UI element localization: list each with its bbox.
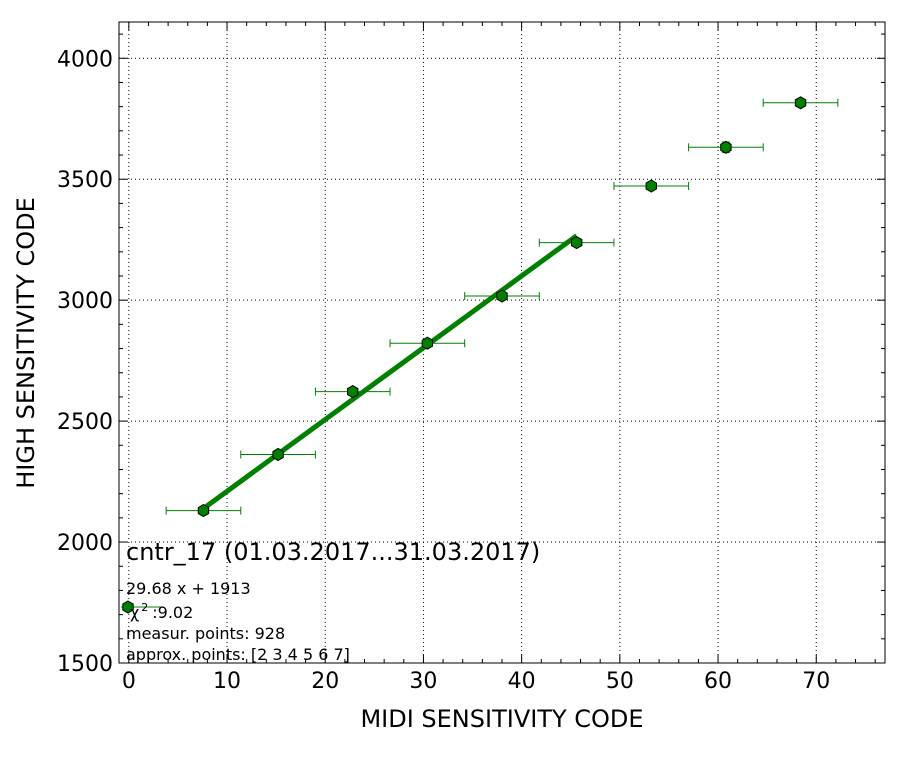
y-tick-label: 2000 [57, 531, 113, 556]
chi-superscript: 2 [141, 601, 148, 614]
data-point [197, 504, 210, 518]
points [197, 96, 807, 518]
chi-square-label: χ 2 :9.02 [130, 601, 193, 622]
x-tick-labels: 0 10 20 30 40 50 60 70 [122, 669, 830, 694]
y-tick-label: 4000 [57, 47, 113, 72]
data-point [347, 385, 359, 399]
fit-layer [201, 233, 579, 511]
legend-sample [121, 600, 164, 614]
y-tick-label: 2500 [57, 410, 113, 435]
measur-points-label: measur. points: 928 [126, 624, 285, 643]
errorbars [165, 98, 839, 515]
y-tick-label: 1500 [57, 652, 113, 677]
data-point [645, 179, 657, 193]
x-tick-label: 40 [508, 669, 536, 694]
legend-marker [122, 600, 134, 614]
data-point [570, 236, 583, 250]
data-point [272, 447, 284, 462]
x-tick-label: 20 [311, 669, 339, 694]
x-tick-label: 30 [409, 669, 437, 694]
data-point [496, 289, 508, 303]
major-ticks [119, 22, 885, 664]
fit-equation: 29.68 x + 1913 [126, 579, 251, 598]
x-tick-label: 60 [704, 669, 732, 694]
data-point [421, 336, 434, 350]
y-tick-label: 3500 [57, 168, 113, 193]
y-tick-label: 3000 [57, 289, 113, 314]
data-point [720, 140, 732, 154]
x-tick-label: 70 [802, 669, 830, 694]
plot-frame [118, 21, 886, 664]
minor-ticks [119, 22, 885, 663]
chart-title: cntr_17 (01.03.2017...31.03.2017) [126, 538, 540, 566]
data-point [794, 96, 807, 110]
x-tick-label: 10 [213, 669, 241, 694]
fit-line [201, 233, 579, 511]
approx-points-label: approx. points: [2 3 4 5 6 7] [126, 645, 350, 664]
y-tick-labels: 1500 2000 2500 3000 3500 4000 [57, 47, 113, 677]
x-tick-label: 0 [122, 669, 136, 694]
chi-value: :9.02 [152, 603, 193, 622]
grid [119, 22, 885, 663]
y-axis-label: HIGH SENSITIVITY CODE [12, 197, 40, 489]
x-tick-label: 50 [606, 669, 634, 694]
chi-symbol: χ [130, 603, 139, 622]
x-axis-label: MIDI SENSITIVITY CODE [360, 705, 643, 733]
